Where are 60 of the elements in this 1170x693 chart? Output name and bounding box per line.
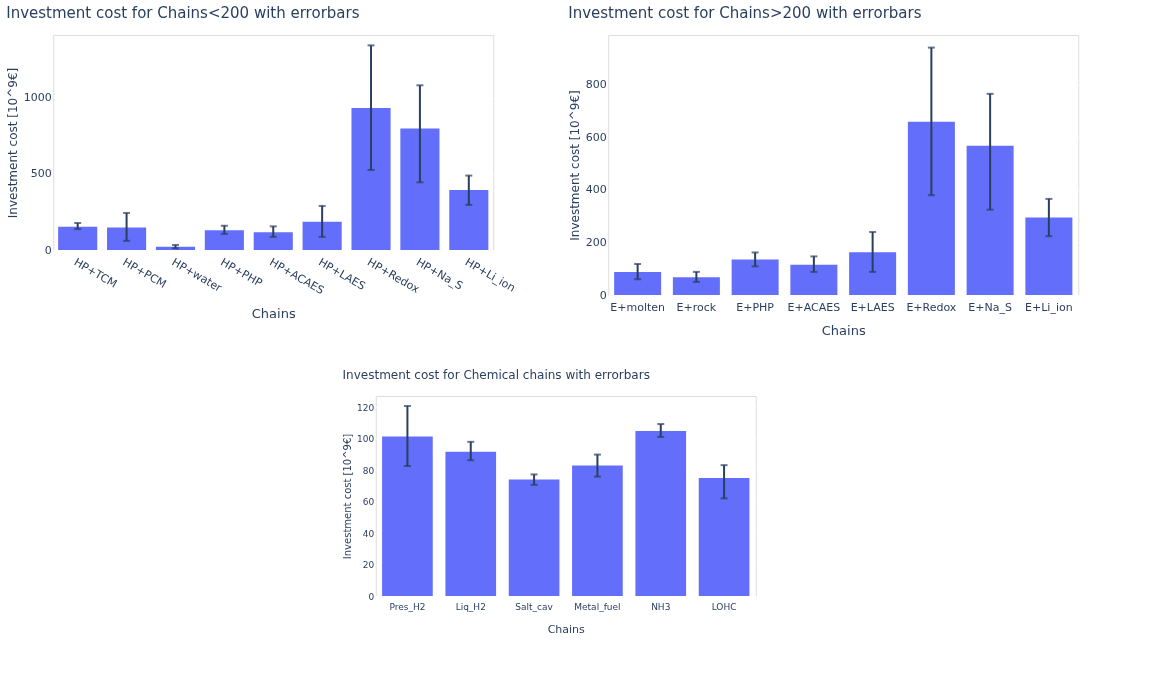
x-tick-label: E+Redox	[906, 300, 957, 314]
y-tick-label: 120	[357, 402, 375, 413]
bar	[849, 252, 897, 295]
x-tick-label: Liq_H2	[455, 601, 486, 612]
x-axis-title: Chains	[821, 322, 866, 338]
bar	[400, 128, 440, 250]
y-tick-label: 60	[362, 497, 375, 508]
x-tick-label: E+PHP	[736, 300, 775, 314]
bar	[731, 259, 779, 295]
x-tick-label: E+Na_S	[968, 300, 1012, 314]
x-tick-label: E+rock	[676, 300, 717, 314]
bar	[253, 232, 293, 250]
y-tick-label: 1000	[23, 91, 52, 105]
bar	[445, 451, 497, 596]
y-tick-label: 0	[599, 288, 607, 302]
bar	[790, 264, 838, 295]
x-tick-label: LOHC	[711, 601, 737, 612]
bar	[382, 436, 433, 596]
bar	[907, 121, 955, 295]
y-tick-label: 400	[585, 183, 607, 197]
x-tick-label: Pres_H2	[389, 601, 426, 612]
y-tick-label: 800	[585, 78, 607, 92]
bar	[635, 430, 687, 596]
y-tick-label: 200	[585, 235, 607, 249]
y-tick-label: 0	[368, 591, 375, 602]
chart-title: Investment cost for Chains>200 with errorbars	[568, 4, 922, 22]
y-axis-title: Investment cost [10^9€]	[342, 433, 354, 560]
x-axis-title: Chains	[251, 306, 296, 322]
y-tick-label: 100	[357, 434, 375, 445]
bar	[449, 190, 489, 250]
x-axis-title: Chains	[547, 622, 586, 636]
y-tick-label: 80	[362, 465, 375, 476]
x-tick-label: NH3	[651, 601, 671, 612]
y-tick-label: 600	[585, 130, 607, 144]
bar	[966, 145, 1014, 295]
y-axis-title: Investment cost [10^9€]	[5, 67, 20, 219]
bar	[572, 465, 623, 596]
bar	[302, 221, 342, 250]
bar	[1025, 217, 1073, 295]
bar	[672, 277, 720, 295]
y-axis-title: Investment cost [10^9€]	[567, 90, 582, 241]
y-tick-label: 0	[44, 243, 52, 257]
chart-title: Investment cost for Chemical chains with errorbars	[342, 368, 650, 382]
x-tick-label: E+LAES	[850, 300, 895, 314]
y-tick-label: 500	[30, 167, 52, 181]
x-tick-label: Metal_fuel	[574, 601, 621, 612]
chart-title: Investment cost for Chains<200 with errorbars	[6, 4, 360, 22]
bar	[614, 271, 662, 295]
x-tick-label: E+Li_ion	[1025, 300, 1073, 314]
bar	[58, 226, 98, 250]
bar	[508, 479, 560, 596]
y-tick-label: 20	[362, 560, 375, 570]
y-tick-label: 40	[362, 528, 375, 539]
bar	[351, 107, 391, 250]
x-tick-label: E+molten	[610, 300, 666, 314]
bar	[107, 227, 147, 250]
bar	[204, 230, 244, 250]
x-tick-label: Salt_cav	[515, 601, 554, 612]
bar	[698, 477, 750, 596]
x-tick-label: E+ACAES	[787, 300, 841, 314]
